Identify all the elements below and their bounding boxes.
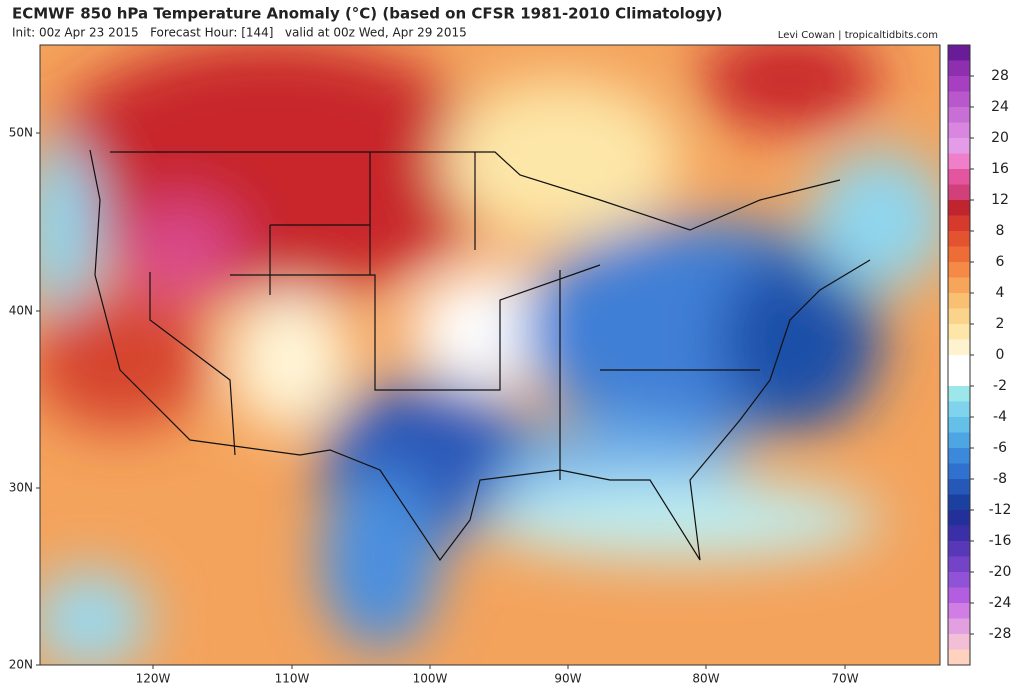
colorbar-swatch xyxy=(948,76,970,92)
colorbar-swatch xyxy=(948,355,970,371)
colorbar-swatch xyxy=(948,634,970,650)
colorbar-label: 4 xyxy=(996,285,1005,301)
colorbar-swatch xyxy=(948,448,970,464)
lat-label: 20N xyxy=(9,658,33,672)
colorbar-label: 24 xyxy=(991,99,1009,115)
colorbar-swatch xyxy=(948,45,970,61)
colorbar-swatch xyxy=(948,60,970,77)
boundaries xyxy=(89,149,871,562)
colorbar-swatch xyxy=(948,510,970,526)
colorbar-swatch xyxy=(948,339,970,356)
colorbar-swatch xyxy=(948,541,970,557)
lon-label: 100W xyxy=(413,672,448,686)
lat-label: 50N xyxy=(9,126,33,140)
colorbar-swatch xyxy=(948,246,970,263)
colorbar-label: -20 xyxy=(989,564,1012,580)
subtitle: Init: 00z Apr 23 2015 Forecast Hour: [14… xyxy=(12,26,467,40)
colorbar-swatch xyxy=(948,138,970,154)
colorbar-swatch xyxy=(948,401,970,418)
colorbar-label: 16 xyxy=(991,161,1009,177)
colorbar-swatch xyxy=(948,262,970,278)
colorbar-swatch xyxy=(948,122,970,139)
colorbar-label: -24 xyxy=(989,595,1012,611)
colorbar-swatch xyxy=(948,91,970,108)
anomaly-field xyxy=(40,45,940,665)
colorbar-label: -6 xyxy=(993,440,1007,456)
colorbar-swatch xyxy=(948,184,970,201)
colorbar-swatch xyxy=(948,231,970,247)
colorbar-swatch xyxy=(948,494,970,511)
colorbar-swatch xyxy=(948,308,970,325)
colorbar-swatch xyxy=(948,324,970,340)
colorbar-swatch xyxy=(948,200,970,216)
colorbar-label: -2 xyxy=(993,378,1007,394)
colorbar-swatch xyxy=(948,293,970,309)
colorbar-swatch xyxy=(948,479,970,495)
colorbar-label: -12 xyxy=(989,502,1012,518)
lon-label: 80W xyxy=(692,672,719,686)
colorbar-swatch xyxy=(948,417,970,433)
colorbar-swatch xyxy=(948,169,970,185)
lon-label: 70W xyxy=(831,672,858,686)
colorbar-swatch xyxy=(948,107,970,123)
colorbar-label: -16 xyxy=(989,533,1012,549)
colorbar-label: 6 xyxy=(996,254,1005,270)
colorbar-swatch xyxy=(948,556,970,573)
colorbar-swatch xyxy=(948,432,970,449)
map-frame xyxy=(39,44,941,666)
lon-label: 110W xyxy=(275,672,310,686)
colorbar-swatch xyxy=(948,370,970,387)
colorbar-swatch xyxy=(948,215,970,232)
colorbar-swatch xyxy=(948,386,970,402)
colorbar-swatch xyxy=(948,525,970,542)
lon-label: 90W xyxy=(554,672,581,686)
colorbar-swatch xyxy=(948,277,970,294)
colorbar-label: 8 xyxy=(996,223,1005,239)
colorbar-swatch xyxy=(948,649,970,666)
lon-label: 120W xyxy=(136,672,171,686)
colorbar-swatch xyxy=(948,153,970,170)
lat-label: 30N xyxy=(9,481,33,495)
colorbar-label: 0 xyxy=(996,347,1005,363)
title: ECMWF 850 hPa Temperature Anomaly (°C) (… xyxy=(12,5,722,23)
colorbar-swatch xyxy=(948,618,970,635)
lat-label: 40N xyxy=(9,304,33,318)
credit: Levi Cowan | tropicaltidbits.com xyxy=(778,30,938,41)
colorbar-label: -28 xyxy=(989,626,1012,642)
colorbar-label: 28 xyxy=(991,68,1009,84)
colorbar-swatch xyxy=(948,603,970,619)
colorbar-label: 20 xyxy=(991,130,1009,146)
colorbar-swatch xyxy=(948,587,970,604)
colorbar-swatch xyxy=(948,463,970,480)
colorbar-label: -8 xyxy=(993,471,1007,487)
colorbar-label: 12 xyxy=(991,192,1009,208)
colorbar-label: 2 xyxy=(996,316,1005,332)
colorbar-label: -4 xyxy=(993,409,1007,425)
colorbar-swatch xyxy=(948,572,970,588)
